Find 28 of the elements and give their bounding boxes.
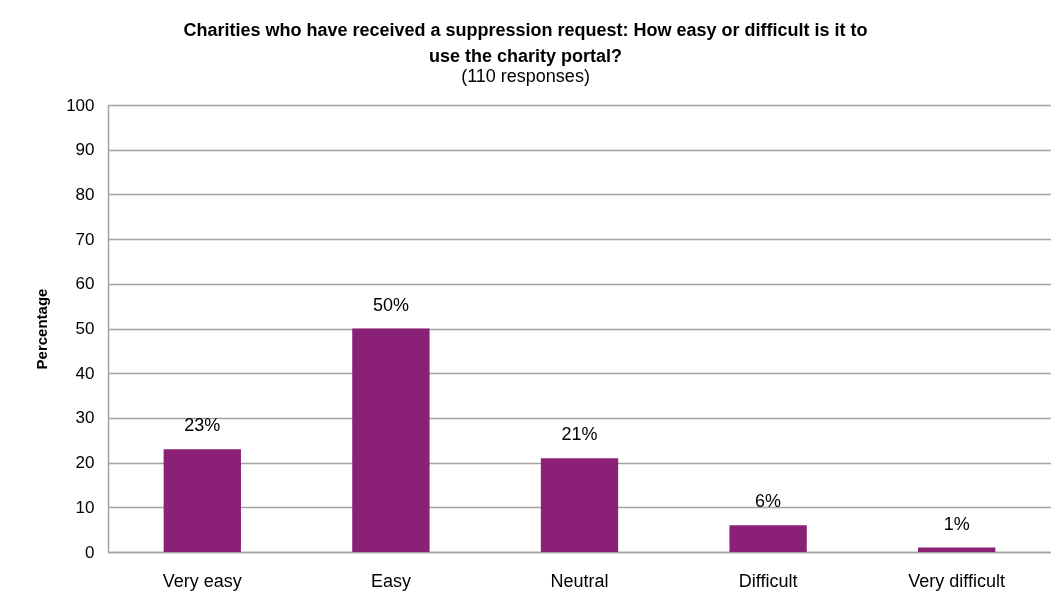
- y-axis-title: Percentage: [33, 288, 51, 370]
- bar: [163, 449, 241, 552]
- x-tick-label: Difficult: [738, 570, 798, 591]
- y-tick-label: 50: [75, 319, 95, 338]
- y-tick-label: 30: [75, 408, 95, 428]
- y-tick-label: 10: [75, 497, 95, 517]
- data-label: 23%: [184, 415, 221, 436]
- y-tick-label: 40: [75, 363, 95, 383]
- y-tick-label: 60: [75, 274, 95, 294]
- y-tick-label: 90: [75, 140, 95, 160]
- x-tick-label: Very easy: [162, 570, 242, 591]
- bar: [540, 458, 619, 552]
- y-tick-label: 20: [75, 453, 95, 473]
- bar: [352, 328, 430, 552]
- x-tick-label: Easy: [370, 570, 411, 591]
- chart-title: Charities who have received a suppression request: How easy or difficult is it to use the charity portal?: [183, 20, 868, 66]
- x-tick-label: Neutral: [550, 570, 609, 591]
- data-label: 1%: [943, 513, 970, 534]
- bar: [729, 525, 807, 552]
- chart-subtitle: (110 responses): [461, 66, 590, 86]
- y-tick-label: 70: [75, 229, 95, 249]
- y-tick-label: 80: [75, 184, 95, 204]
- data-label: 21%: [561, 424, 598, 445]
- data-label: 6%: [755, 491, 782, 512]
- x-tick-label: Very difficult: [908, 570, 1006, 591]
- data-label: 50%: [372, 294, 409, 315]
- y-tick-label: 0: [85, 542, 95, 562]
- y-tick-label: 100: [66, 95, 95, 115]
